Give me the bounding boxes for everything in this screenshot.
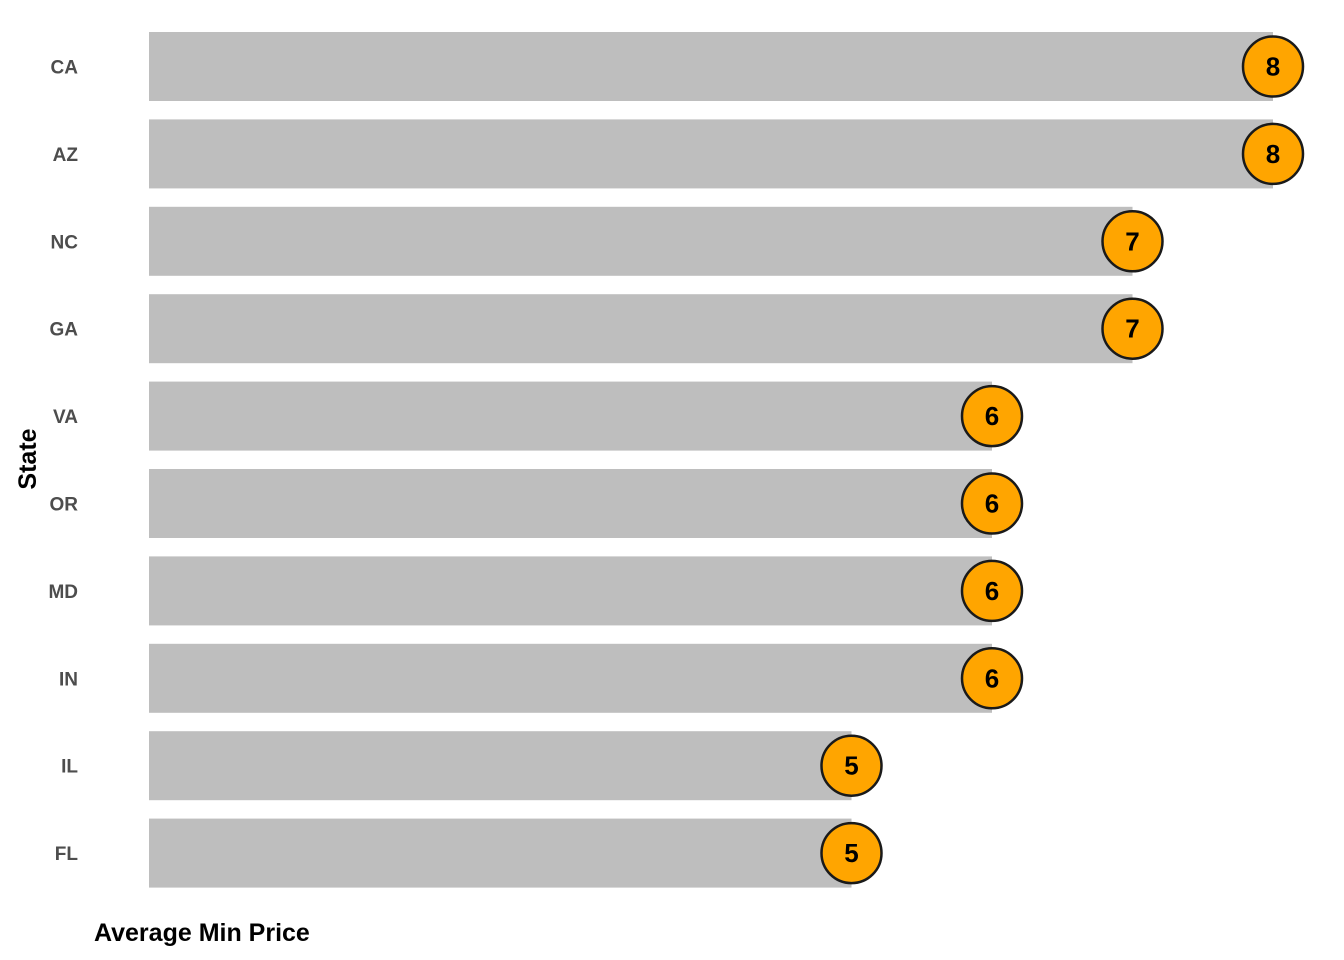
value-marker-in <box>960 647 1024 710</box>
data-label-nc: 7 <box>1125 226 1139 256</box>
bars-layer <box>149 32 1273 888</box>
y-tick-label-nc: NC <box>51 232 79 253</box>
y-tick-label-va: VA <box>53 407 78 428</box>
y-axis-title: State <box>14 428 42 489</box>
value-marker-fl <box>820 821 883 885</box>
bar-va <box>149 381 992 451</box>
y-tick-label-il: IL <box>61 757 78 778</box>
value-marker-il <box>820 734 883 797</box>
bar-fl <box>149 818 852 888</box>
bar-in <box>149 643 992 713</box>
data-label-md: 6 <box>985 576 999 606</box>
data-label-in: 6 <box>985 663 999 693</box>
bar-az <box>149 119 1273 189</box>
data-label-fl: 5 <box>844 838 858 868</box>
bar-ca <box>149 32 1273 101</box>
y-tick-label-md: MD <box>48 582 78 603</box>
y-tick-label-fl: FL <box>55 844 79 865</box>
bar-md <box>149 556 992 626</box>
data-label-ca: 8 <box>1266 52 1280 82</box>
y-tick-label-ca: CA <box>51 58 79 79</box>
y-axis-tick-labels: CA AZ NC GA VA OR MD IN IL FL <box>48 58 78 866</box>
y-tick-label-in: IN <box>59 669 78 690</box>
x-axis-title: Average Min Price <box>94 919 310 947</box>
bar-ga <box>149 294 1133 364</box>
data-label-az: 8 <box>1266 139 1280 169</box>
y-tick-label-or: OR <box>50 495 79 516</box>
markers-layer: 8 8 7 7 6 6 6 6 5 5 <box>820 35 1305 885</box>
value-marker-md <box>960 559 1024 623</box>
value-marker-or <box>960 472 1024 535</box>
bar-nc <box>149 206 1133 276</box>
y-tick-label-ga: GA <box>50 320 79 341</box>
bar-or <box>149 469 992 538</box>
data-label-or: 6 <box>985 489 999 519</box>
value-marker-nc <box>1101 210 1164 273</box>
data-label-ga: 7 <box>1125 314 1139 344</box>
value-marker-va <box>960 384 1024 448</box>
value-marker-ca <box>1241 35 1305 98</box>
bar-il <box>149 731 852 801</box>
value-marker-ga <box>1101 297 1164 360</box>
data-label-il: 5 <box>844 751 858 781</box>
y-tick-label-az: AZ <box>53 145 79 166</box>
value-marker-az <box>1241 122 1305 186</box>
data-label-va: 6 <box>985 401 999 431</box>
